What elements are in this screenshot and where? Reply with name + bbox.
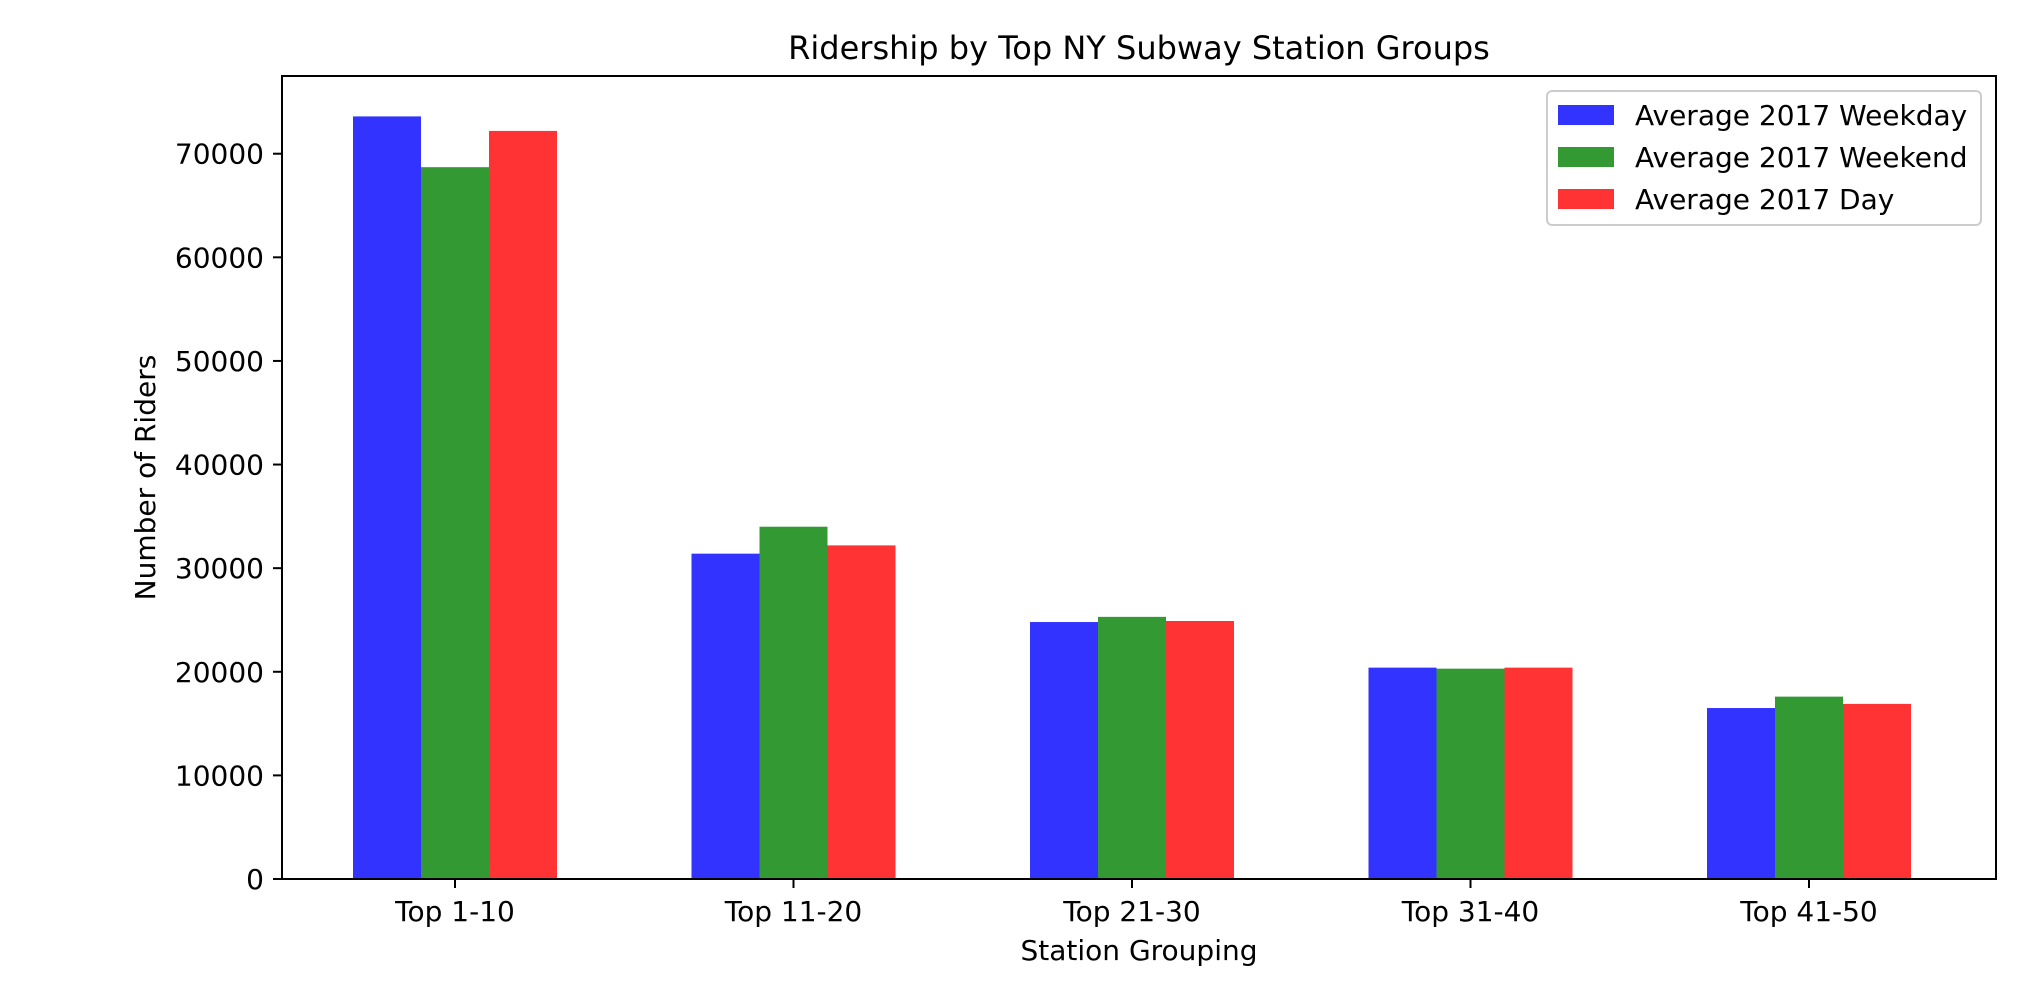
legend-label: Average 2017 Day	[1635, 183, 1894, 216]
bar-1-1	[353, 116, 421, 879]
legend: Average 2017 Weekday Average 2017 Weekend…	[1546, 90, 1982, 226]
x-axis: Top 1-10 Top 11-20 Top 21-30 Top 31-40 Top 4…	[394, 879, 1878, 928]
x-tick-label: Top 41-50	[1739, 895, 1878, 928]
legend-swatch	[1558, 147, 1614, 167]
bar-1-4	[1368, 667, 1437, 879]
bar-3-3	[1166, 621, 1234, 879]
bars	[353, 116, 1911, 880]
x-tick-label: Top 1-10	[394, 895, 515, 928]
bar-3-1	[489, 130, 557, 879]
chart-title: Ridership by Top NY Subway Station Group…	[788, 29, 1490, 67]
y-tick-label: 70000	[175, 138, 264, 171]
x-tick-label: Top 11-20	[724, 895, 863, 928]
bar-2-4	[1436, 668, 1505, 879]
legend-swatch	[1558, 105, 1614, 125]
y-axis-label: Number of Riders	[129, 355, 162, 601]
y-tick-label: 60000	[175, 241, 264, 274]
y-tick-label: 50000	[175, 345, 264, 378]
bar-2-1	[421, 167, 489, 880]
bar-2-5	[1775, 696, 1843, 879]
legend-label: Average 2017 Weekend	[1635, 141, 1968, 174]
x-tick-label: Top 31-40	[1401, 895, 1540, 928]
y-tick-label: 10000	[175, 759, 264, 792]
bar-3-4	[1504, 667, 1573, 879]
bar-2-2	[759, 526, 828, 879]
bar-1-3	[1030, 622, 1098, 879]
legend-label: Average 2017 Weekday	[1635, 99, 1967, 132]
y-axis: 0 10000 20000 30000 40000 50000 60000 70000	[175, 138, 282, 896]
y-tick-label: 0	[246, 863, 264, 896]
bar-3-5	[1843, 703, 1911, 879]
y-tick-label: 20000	[175, 656, 264, 689]
legend-swatch	[1558, 189, 1614, 209]
y-tick-label: 40000	[175, 449, 264, 482]
bar-2-3	[1098, 616, 1166, 879]
bar-3-2	[827, 545, 896, 879]
bar-1-2	[691, 553, 760, 879]
bar-1-5	[1707, 708, 1775, 879]
legend-box	[1546, 90, 1982, 226]
plot-frame	[281, 75, 1997, 880]
x-axis-label: Station Grouping	[1021, 934, 1258, 967]
y-tick-label: 30000	[175, 552, 264, 585]
x-tick-label: Top 21-30	[1062, 895, 1201, 928]
